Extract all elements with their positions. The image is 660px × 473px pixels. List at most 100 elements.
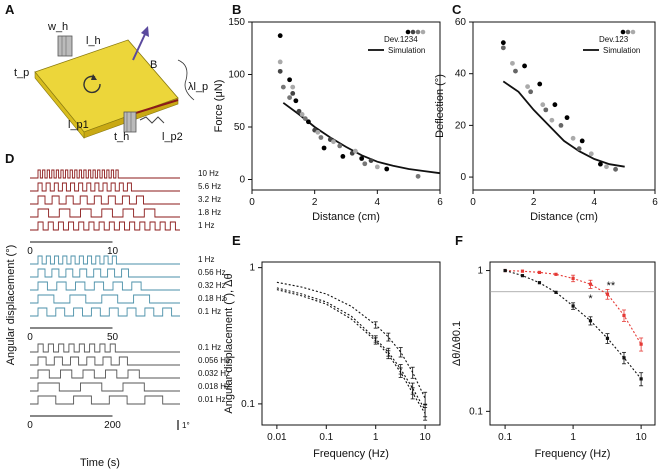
traces-y-label: Angular displacement (°) — [5, 245, 17, 366]
y-tick-label: 50 — [234, 122, 246, 133]
trace — [30, 307, 180, 317]
y-axis-label: Force (μN) — [213, 80, 225, 133]
trace-frequency-label: 0.01 Hz — [198, 395, 226, 404]
data-point — [639, 342, 643, 346]
data-point — [368, 158, 374, 164]
legend-marker — [630, 29, 636, 35]
hinge-bottom-detail — [126, 112, 132, 132]
x-tick-label: 10 — [636, 432, 648, 443]
legend-marker — [410, 29, 416, 35]
time-tick-label: 10 — [107, 246, 119, 257]
data-point — [579, 138, 585, 144]
x-axis-label: Distance (cm) — [530, 211, 598, 223]
data-point — [359, 156, 365, 161]
trace-frequency-label: 1 Hz — [198, 255, 214, 264]
panel-label-d: D — [5, 151, 14, 166]
data-point — [576, 146, 582, 152]
rotation-icon — [83, 75, 101, 94]
data-point — [337, 143, 343, 149]
time-tick-label: 0 — [27, 332, 33, 343]
hinge-top-detail — [61, 36, 67, 56]
plate-side — [34, 71, 85, 139]
data-point — [287, 95, 292, 100]
data-point — [552, 102, 558, 108]
rotation-arrowhead-icon — [91, 74, 97, 80]
label-lambda: λl_p — [188, 81, 208, 93]
trace-frequency-label: 0.56 Hz — [198, 268, 226, 277]
data-point — [571, 276, 575, 280]
data-point — [554, 272, 558, 276]
data-point — [522, 63, 527, 69]
x-tick-label: 0 — [470, 197, 476, 208]
data-point — [293, 98, 299, 104]
panel-label-a: A — [5, 2, 15, 17]
legend-marker — [625, 29, 631, 35]
data-point — [622, 356, 626, 360]
data-point — [605, 336, 610, 340]
data-point — [340, 154, 346, 159]
lambda-bracket — [177, 59, 195, 101]
data-point — [520, 274, 525, 278]
data-point — [622, 313, 626, 318]
data-point — [604, 164, 609, 170]
data-point — [500, 45, 506, 51]
y-tick-label: 150 — [228, 17, 245, 28]
legend-simulation: Simulation — [388, 46, 425, 55]
label-lp2: l_p2 — [162, 131, 183, 143]
spring-icon — [139, 116, 165, 124]
data-point — [598, 161, 603, 167]
significance-mark: * — [588, 293, 593, 305]
trace — [30, 208, 180, 218]
x-tick-label: 0.1 — [498, 432, 512, 443]
data-point — [374, 164, 380, 170]
series-line — [504, 269, 642, 380]
plot-frame — [472, 21, 656, 191]
plot-frame — [251, 21, 441, 191]
data-point — [537, 281, 542, 285]
data-point — [588, 282, 593, 286]
y-tick-label: 20 — [455, 120, 467, 131]
label-wh: w_h — [47, 21, 68, 33]
x-axis-label: Frequency (Hz) — [535, 448, 611, 460]
x-tick-label: 0 — [249, 197, 255, 208]
data-point — [520, 269, 525, 273]
trace-frequency-label: 1 Hz — [198, 221, 214, 230]
x-tick-label: 4 — [592, 197, 598, 208]
traces-x-label: Time (s) — [80, 457, 120, 469]
y-tick-label: 1 — [249, 263, 255, 274]
data-point — [321, 145, 327, 151]
y-tick-label: 0.1 — [241, 399, 255, 410]
data-point — [315, 129, 321, 135]
panel-label-b: B — [232, 2, 241, 17]
trace — [30, 343, 180, 353]
trace-frequency-label: 0.1 Hz — [198, 307, 221, 316]
simulation-line — [282, 102, 441, 175]
trace-frequency-label: 0.1 Hz — [198, 343, 221, 352]
data-point — [296, 108, 302, 114]
y-tick-label: 0 — [460, 172, 466, 183]
legend-marker — [405, 29, 411, 35]
plot-frame — [261, 261, 441, 426]
y-tick-label: 0 — [239, 175, 245, 186]
data-point — [362, 161, 368, 167]
data-point — [280, 84, 286, 90]
x-tick-label: 2 — [312, 197, 318, 208]
hinge-bottom — [123, 111, 137, 133]
data-point — [540, 102, 546, 108]
label-b: B — [150, 59, 157, 71]
y-tick-label: 0.1 — [469, 406, 483, 417]
x-tick-label: 0.01 — [267, 432, 287, 443]
trace — [30, 169, 180, 179]
data-point — [537, 81, 543, 87]
trace — [30, 356, 180, 366]
x-tick-label: 6 — [437, 197, 443, 208]
data-point — [570, 135, 576, 141]
data-point — [384, 166, 390, 172]
data-point — [571, 304, 575, 308]
label-lp1: l_p1 — [68, 119, 89, 131]
x-tick-label: 1 — [570, 432, 576, 443]
data-point — [613, 166, 618, 172]
label-th: t_h — [114, 131, 129, 143]
trace — [30, 382, 180, 392]
